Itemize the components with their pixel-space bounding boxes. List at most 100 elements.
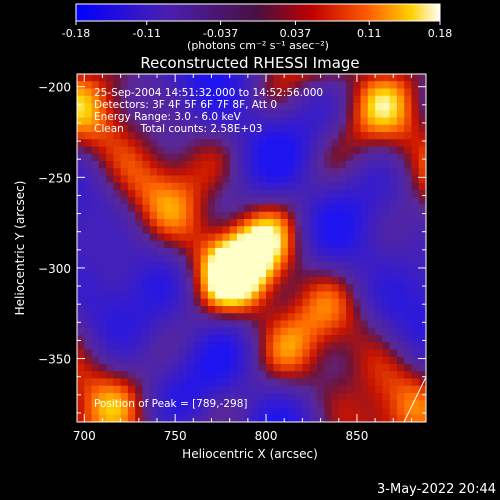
heatmap-cell: [353, 95, 362, 104]
heatmap-cell: [178, 139, 187, 148]
heatmap-cell: [280, 219, 289, 227]
heatmap-cell: [77, 219, 85, 227]
heatmap-cell: [142, 110, 151, 119]
heatmap-cell: [84, 211, 93, 220]
heatmap-cell: [302, 248, 311, 256]
heatmap-cell: [396, 103, 405, 111]
heatmap-cell: [266, 284, 274, 293]
heatmap-cell: [84, 269, 93, 278]
heatmap-cell: [244, 95, 253, 104]
heatmap-cell: [164, 248, 173, 256]
heatmap-cell: [171, 175, 180, 184]
heatmap-cell: [396, 153, 405, 162]
heatmap-cell: [331, 284, 340, 293]
heatmap-cell: [266, 219, 274, 227]
heatmap-cell: [236, 219, 245, 227]
heatmap-cell: [316, 291, 325, 300]
heatmap-cell: [375, 117, 383, 126]
heatmap-cell: [171, 356, 180, 365]
heatmap-cell: [360, 284, 369, 293]
heatmap-cell: [164, 153, 173, 162]
heatmap-cell: [375, 306, 383, 314]
heatmap-cell: [316, 313, 325, 322]
heatmap-cell: [178, 349, 187, 358]
heatmap-cell: [77, 291, 85, 300]
heatmap-cell: [316, 349, 325, 358]
heatmap-cell: [164, 364, 173, 372]
heatmap-cell: [266, 95, 274, 104]
heatmap-cell: [346, 74, 354, 82]
heatmap-cell: [324, 335, 333, 343]
heatmap-cell: [236, 277, 245, 285]
heatmap-cell: [266, 168, 274, 177]
heatmap-cell: [338, 161, 347, 169]
heatmap-cell: [375, 291, 383, 300]
heatmap-cell: [382, 407, 391, 416]
heatmap-cell: [156, 407, 165, 416]
heatmap-cell: [171, 132, 180, 140]
heatmap-cell: [84, 132, 93, 140]
heatmap-cell: [411, 81, 420, 90]
heatmap-cell: [236, 226, 245, 235]
heatmap-cell: [142, 393, 151, 401]
heatmap-cell: [229, 74, 238, 82]
heatmap-cell: [77, 139, 85, 148]
heatmap-cell: [178, 81, 187, 90]
heatmap-cell: [77, 95, 85, 104]
heatmap-cell: [164, 139, 173, 148]
heatmap-cell: [280, 342, 289, 351]
heatmap-cell: [360, 306, 369, 314]
heatmap-cell: [135, 124, 144, 133]
heatmap-cell: [375, 132, 383, 140]
heatmap-cell: [222, 124, 231, 133]
heatmap-cell: [258, 327, 267, 336]
heatmap-cell: [186, 190, 194, 198]
heatmap-cell: [404, 291, 413, 300]
heatmap-cell: [338, 414, 347, 422]
heatmap-cell: [338, 233, 347, 242]
heatmap-cell: [106, 88, 114, 97]
heatmap-cell: [149, 385, 158, 394]
heatmap-cell: [418, 378, 426, 387]
heatmap-cell: [178, 284, 187, 293]
heatmap-cell: [375, 139, 383, 148]
heatmap-cell: [244, 291, 253, 300]
heatmap-cell: [324, 110, 333, 119]
heatmap-cell: [316, 117, 325, 126]
heatmap-cell: [120, 262, 129, 271]
heatmap-cell: [236, 248, 245, 256]
heatmap-cell: [106, 378, 114, 387]
heatmap-cell: [178, 226, 187, 235]
heatmap-cell: [164, 255, 173, 264]
heatmap-cell: [353, 153, 362, 162]
heatmap-cell: [178, 291, 187, 300]
heatmap-cell: [120, 335, 129, 343]
heatmap-cell: [229, 262, 238, 271]
heatmap-cell: [84, 103, 93, 111]
heatmap-cell: [353, 103, 362, 111]
heatmap-cell: [324, 269, 333, 278]
heatmap-cell: [418, 356, 426, 365]
heatmap-cell: [186, 327, 194, 336]
heatmap-cell: [360, 88, 369, 97]
heatmap-cell: [91, 255, 100, 264]
heatmap-cell: [127, 95, 136, 104]
heatmap-cell: [309, 124, 318, 133]
heatmap-cell: [200, 378, 209, 387]
heatmap-cell: [280, 197, 289, 206]
heatmap-cell: [91, 385, 100, 394]
heatmap-cell: [135, 327, 144, 336]
heatmap-cell: [251, 248, 260, 256]
heatmap-cell: [200, 132, 209, 140]
heatmap-cell: [207, 356, 216, 365]
heatmap-cell: [215, 378, 224, 387]
heatmap-cell: [156, 124, 165, 133]
heatmap-cell: [91, 313, 100, 322]
heatmap-cell: [236, 291, 245, 300]
heatmap-cell: [389, 407, 398, 416]
heatmap-cell: [280, 320, 289, 329]
heatmap-cell: [367, 226, 376, 235]
heatmap-cell: [215, 168, 224, 177]
heatmap-cell: [411, 407, 420, 416]
